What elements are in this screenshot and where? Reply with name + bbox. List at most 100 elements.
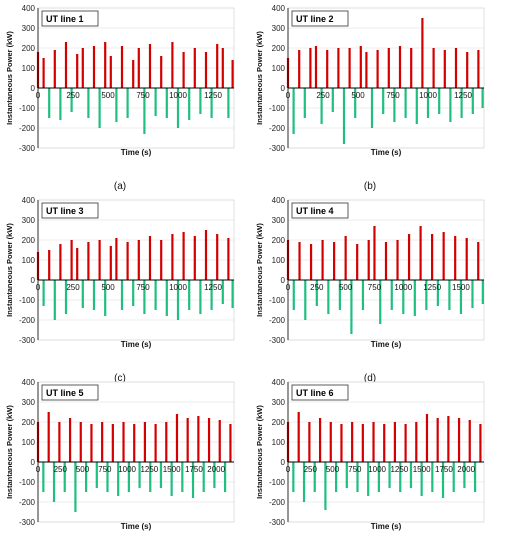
panel-caption: (c) xyxy=(114,373,126,384)
title-box xyxy=(41,384,99,401)
x-tick-label: 250 xyxy=(66,283,80,292)
data-bar xyxy=(477,50,480,88)
y-tick-label: 200 xyxy=(22,44,36,53)
data-bar xyxy=(326,50,329,88)
data-bar xyxy=(188,280,191,310)
data-bar xyxy=(143,88,146,134)
data-bar xyxy=(76,248,79,280)
data-bar xyxy=(468,420,471,462)
plot-area xyxy=(37,7,235,149)
data-bar xyxy=(292,462,295,492)
data-bar xyxy=(333,242,336,280)
data-bar xyxy=(390,280,393,310)
y-tick-label: 300 xyxy=(22,216,36,225)
data-bar xyxy=(348,48,351,88)
chart-title: UT line 6 xyxy=(296,388,334,398)
data-bar xyxy=(213,462,216,488)
chart-title: UT line 4 xyxy=(296,206,334,216)
y-tick-label: -100 xyxy=(19,296,36,305)
data-bar xyxy=(210,88,213,118)
data-bar xyxy=(443,50,446,88)
data-bar xyxy=(81,280,84,308)
x-tick-label: 1000 xyxy=(419,91,437,100)
y-tick-label: 0 xyxy=(281,276,286,285)
data-bar xyxy=(320,88,323,124)
data-bar xyxy=(402,280,405,314)
data-bar xyxy=(210,280,213,310)
data-bar xyxy=(101,422,104,462)
data-bar xyxy=(356,244,359,280)
x-axis-label: Time (s) xyxy=(371,340,402,349)
data-bar xyxy=(154,88,157,116)
data-bar xyxy=(58,422,61,462)
data-bar xyxy=(127,462,130,492)
data-bar xyxy=(481,88,484,108)
title-box xyxy=(291,384,349,401)
y-tick-label: 400 xyxy=(22,378,36,387)
x-tick-label: 750 xyxy=(348,465,362,474)
y-tick-label: 300 xyxy=(272,216,286,225)
x-tick-label: 0 xyxy=(286,465,291,474)
x-tick-label: 250 xyxy=(310,283,324,292)
data-bar xyxy=(398,46,402,88)
data-bar xyxy=(42,280,45,306)
data-bar xyxy=(231,280,234,308)
y-tick-label: -100 xyxy=(19,104,36,113)
y-tick-label: 400 xyxy=(22,196,36,205)
y-tick-label: -300 xyxy=(269,144,286,153)
data-bar xyxy=(87,88,90,118)
y-tick-label: 200 xyxy=(272,44,286,53)
data-bar xyxy=(479,424,482,462)
plot-area xyxy=(287,381,485,523)
data-bar xyxy=(117,462,120,496)
x-tick-label: 1000 xyxy=(368,465,386,474)
y-tick-label: 200 xyxy=(22,418,36,427)
x-tick-label: 500 xyxy=(76,465,90,474)
data-bar xyxy=(148,44,152,88)
data-bar xyxy=(342,88,346,144)
x-tick-label: 1250 xyxy=(204,283,222,292)
data-bar xyxy=(404,424,407,462)
data-bar xyxy=(345,462,348,488)
x-tick-label: 1750 xyxy=(435,465,453,474)
data-bar xyxy=(292,280,295,310)
data-bar xyxy=(68,418,72,462)
y-tick-label: -300 xyxy=(269,336,286,345)
title-box xyxy=(41,202,99,219)
data-bar xyxy=(98,88,101,128)
data-bar xyxy=(104,42,107,88)
x-axis-label: Time (s) xyxy=(121,340,152,349)
data-bar xyxy=(64,280,68,314)
data-bar xyxy=(415,422,418,462)
data-bar xyxy=(175,414,179,462)
data-bar xyxy=(396,240,399,280)
x-tick-label: 1250 xyxy=(423,283,441,292)
data-bar xyxy=(344,236,347,280)
x-tick-label: 250 xyxy=(304,465,318,474)
data-bar xyxy=(454,236,457,280)
x-tick-label: 750 xyxy=(136,91,150,100)
data-bar xyxy=(111,424,114,462)
y-tick-label: -200 xyxy=(19,124,36,133)
y-tick-label: 100 xyxy=(22,438,36,447)
data-bar xyxy=(81,48,84,88)
data-bar xyxy=(92,46,96,88)
data-bar xyxy=(387,48,390,88)
data-bar xyxy=(308,422,311,462)
y-tick-label: -200 xyxy=(269,124,286,133)
data-bar xyxy=(393,422,397,462)
data-bar xyxy=(223,462,227,492)
y-tick-label: -100 xyxy=(269,478,286,487)
data-bar xyxy=(376,50,379,88)
data-bar xyxy=(425,414,429,462)
x-tick-label: 500 xyxy=(326,465,340,474)
data-bar xyxy=(460,88,463,118)
y-tick-label: 400 xyxy=(22,4,36,13)
data-bar xyxy=(361,424,364,462)
data-bar xyxy=(382,88,385,114)
data-bar xyxy=(303,88,306,118)
data-bar xyxy=(143,422,147,462)
data-bar xyxy=(160,240,163,280)
data-bar xyxy=(229,424,232,462)
data-bar xyxy=(70,88,73,112)
